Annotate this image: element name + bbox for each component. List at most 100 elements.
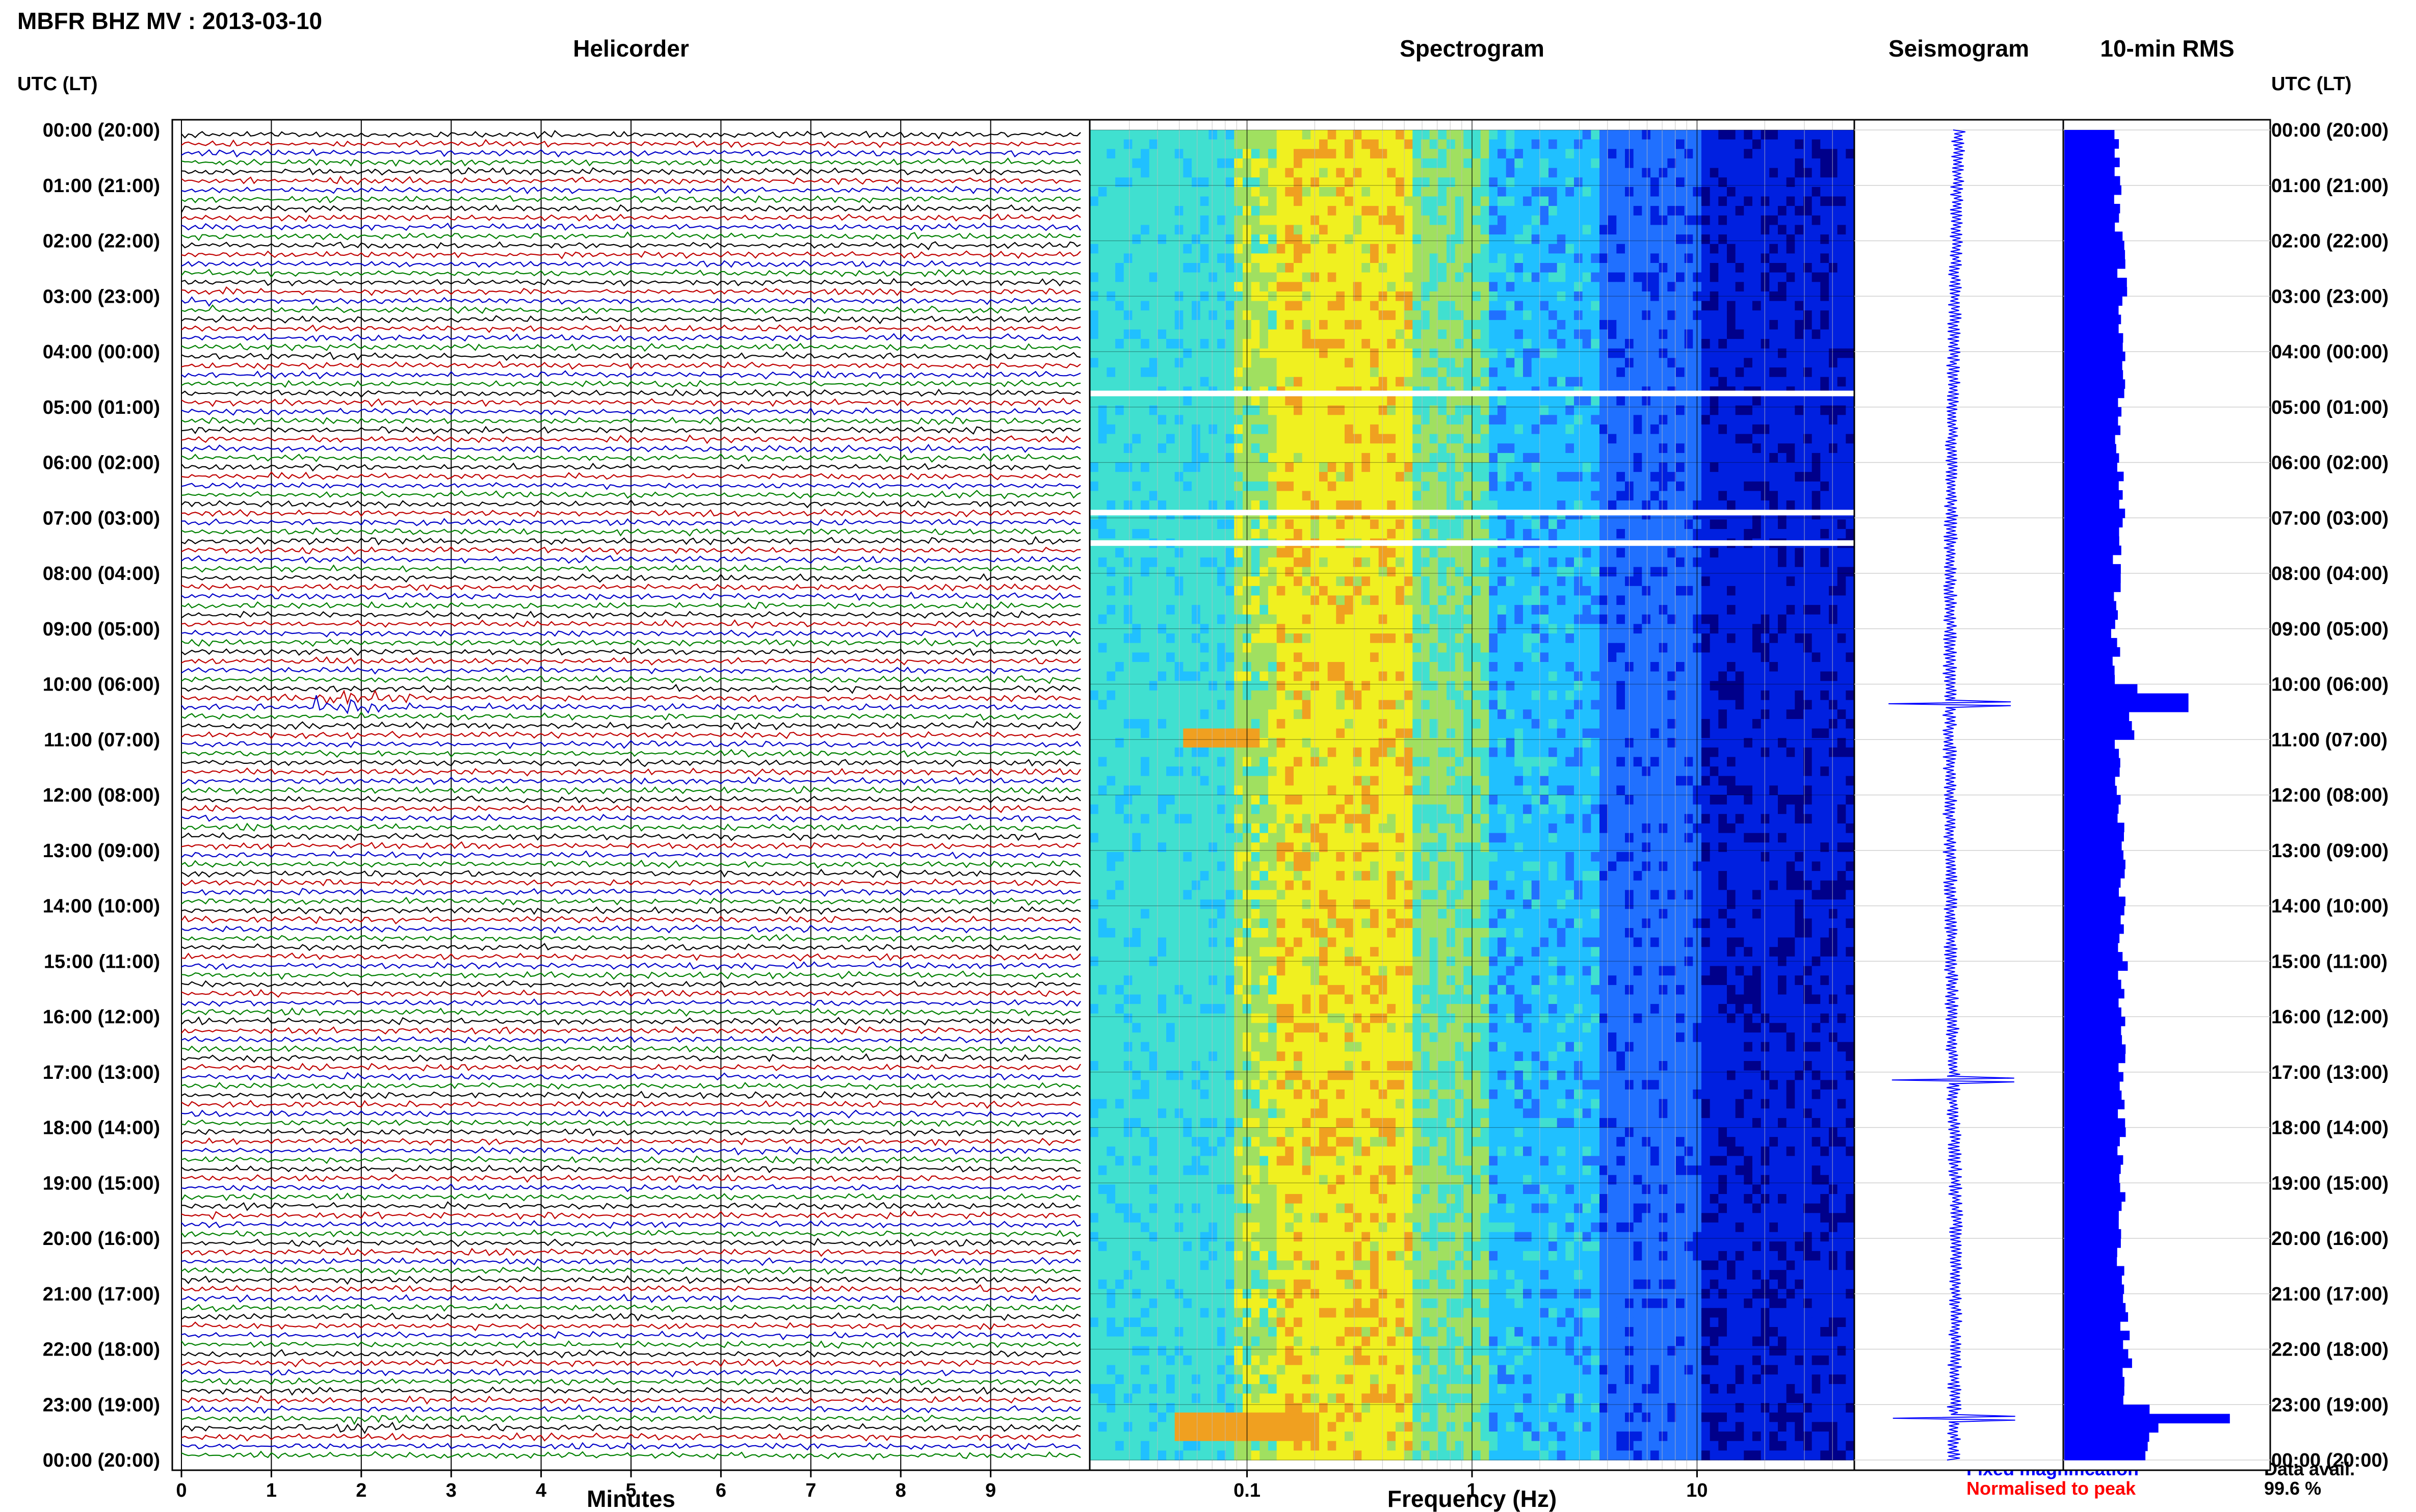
spectrogram-cell <box>1277 443 1285 453</box>
spectrogram-cell <box>1701 453 1710 463</box>
spectrogram-cell <box>1540 529 1548 539</box>
spectrogram-cell <box>1234 273 1243 282</box>
spectrogram-cell <box>1302 216 1311 225</box>
spectrogram-cell <box>1489 434 1498 444</box>
spectrogram-cell <box>1710 234 1719 244</box>
spectrogram-cell <box>1676 339 1685 349</box>
spectrogram-cell <box>1200 367 1209 377</box>
spectrogram-cell <box>1778 443 1787 453</box>
spectrogram-cell <box>1226 491 1235 500</box>
spectrogram-cell <box>1752 197 1761 206</box>
spectrogram-cell <box>1557 234 1566 244</box>
spectrogram-cell <box>1234 282 1243 291</box>
spectrogram-cell <box>1209 558 1217 567</box>
spectrogram-cell <box>1132 168 1141 178</box>
spectrogram-cell <box>1778 320 1787 330</box>
spectrogram-cell <box>1557 330 1566 339</box>
spectrogram-cell <box>1115 320 1124 330</box>
spectrogram-cell <box>1667 377 1676 387</box>
spectrogram-cell <box>1472 443 1481 453</box>
spectrogram-cell <box>1192 519 1200 529</box>
spectrogram-cell <box>1319 263 1328 273</box>
spectrogram-cell <box>1455 216 1464 225</box>
spectrogram-cell <box>1761 396 1770 406</box>
spectrogram-cell <box>1710 149 1719 158</box>
spectrogram-cell <box>1328 529 1336 539</box>
spectrogram-cell <box>1616 434 1625 444</box>
spectrogram-cell <box>1115 586 1124 596</box>
spectrogram-cell <box>1158 425 1166 434</box>
spectrogram-cell <box>1837 377 1846 387</box>
spectrogram-cell <box>1345 149 1353 158</box>
spectrogram-cell <box>1837 197 1846 206</box>
spectrogram-cell <box>1498 253 1506 263</box>
spectrogram-cell <box>1650 615 1659 624</box>
spectrogram-cell <box>1820 415 1829 425</box>
spectrogram-cell <box>1837 415 1846 425</box>
spectrogram-cell <box>1183 197 1192 206</box>
spectrogram-cell <box>1659 548 1668 558</box>
spectrogram-cell <box>1489 463 1498 472</box>
spectrogram-cell <box>1200 339 1209 349</box>
spectrogram-cell <box>1404 425 1413 434</box>
spectrogram-cell <box>1659 596 1668 605</box>
spectrogram-cell <box>1752 576 1761 586</box>
spectrogram-cell <box>1234 197 1243 206</box>
spectrogram-cell <box>1837 168 1846 178</box>
spectrogram-cell <box>1438 615 1447 624</box>
spectrogram-cell <box>1795 396 1803 406</box>
spectrogram-cell <box>1795 519 1803 529</box>
spectrogram-cell <box>1812 206 1821 216</box>
spectrogram-cell <box>1149 605 1158 615</box>
spectrogram-cell <box>1251 558 1260 567</box>
spectrogram-cell <box>1396 130 1404 140</box>
spectrogram-cell <box>1532 558 1540 567</box>
spectrogram-cell <box>1650 349 1659 358</box>
spectrogram-cell <box>1328 234 1336 244</box>
spectrogram-cell <box>1141 273 1149 282</box>
spectrogram-cell <box>1472 282 1481 291</box>
spectrogram-cell <box>1710 605 1719 615</box>
spectrogram-cell <box>1659 253 1668 263</box>
spectrogram-cell <box>1795 130 1803 140</box>
spectrogram-cell <box>1251 586 1260 596</box>
spectrogram-cell <box>1523 491 1532 500</box>
spectrogram-cell <box>1837 301 1846 311</box>
spectrogram-cell <box>1583 349 1591 358</box>
spectrogram-cell <box>1565 529 1574 539</box>
spectrogram-cell <box>1565 558 1574 567</box>
spectrogram-cell <box>1489 310 1498 320</box>
spectrogram-cell <box>1659 434 1668 444</box>
spectrogram-cell <box>1787 234 1795 244</box>
spectrogram-cell <box>1183 596 1192 605</box>
spectrogram-cell <box>1701 130 1710 140</box>
spectrogram-cell <box>1574 187 1583 197</box>
spectrogram-cell <box>1506 320 1515 330</box>
spectrogram-cell <box>1718 140 1727 149</box>
spectrogram-cell <box>1268 253 1277 263</box>
spectrogram-cell <box>1769 576 1778 586</box>
spectrogram-cell <box>1141 558 1149 567</box>
spectrogram-cell <box>1251 519 1260 529</box>
spectrogram-cell <box>1574 339 1583 349</box>
spectrogram-cell <box>1183 615 1192 624</box>
spectrogram-cell <box>1514 586 1523 596</box>
spectrogram-cell <box>1132 149 1141 158</box>
spectrogram-cell <box>1659 216 1668 225</box>
spectrogram-cell <box>1328 301 1336 311</box>
spectrogram-cell <box>1718 367 1727 377</box>
spectrogram-cell <box>1132 273 1141 282</box>
spectrogram-cell <box>1294 586 1302 596</box>
spectrogram-cell <box>1234 443 1243 453</box>
spectrogram-cell <box>1667 349 1676 358</box>
spectrogram-cell <box>1676 377 1685 387</box>
spectrogram-cell <box>1285 149 1294 158</box>
spectrogram-cell <box>1132 377 1141 387</box>
spectrogram-cell <box>1158 605 1166 615</box>
spectrogram-cell <box>1387 443 1396 453</box>
spectrogram-cell <box>1769 586 1778 596</box>
spectrogram-cell <box>1616 463 1625 472</box>
spectrogram-cell <box>1158 330 1166 339</box>
spectrogram-cell <box>1761 253 1770 263</box>
spectrogram-cell <box>1795 320 1803 330</box>
